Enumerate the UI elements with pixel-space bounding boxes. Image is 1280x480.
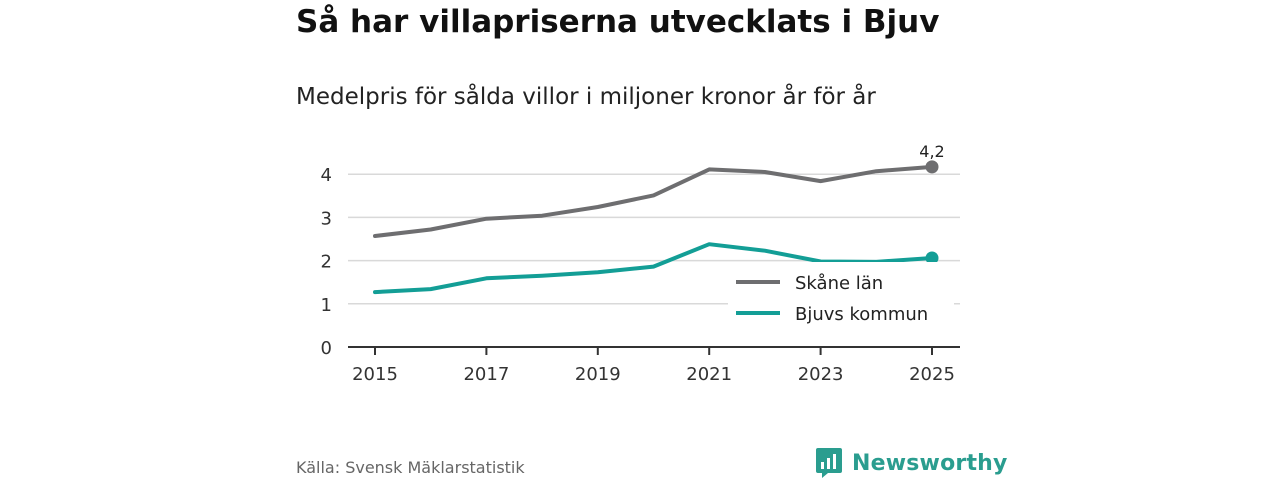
x-tick-label-2025: 2025 — [909, 364, 955, 385]
y-tick-label-3: 3 — [321, 208, 332, 229]
y-tick-label-1: 1 — [321, 295, 332, 316]
brand-name: Newsworthy — [852, 450, 1008, 476]
y-tick-label-0: 0 — [321, 338, 332, 359]
legend-label-bjuv: Bjuvs kommun — [795, 304, 928, 325]
chart-title: Så har villapriserna utvecklats i Bjuv — [296, 4, 940, 40]
legend-label-skane: Skåne län — [795, 273, 883, 294]
end-label-skane: 4,2 — [919, 142, 944, 161]
y-tick-label-4: 4 — [321, 165, 332, 186]
series-line-bjuv — [373, 242, 934, 295]
legend-background — [728, 262, 954, 332]
x-tick-label-2017: 2017 — [463, 364, 509, 385]
y-tick-label-2: 2 — [321, 252, 332, 273]
x-tick-label-2015: 2015 — [352, 364, 398, 385]
x-tick-label-2019: 2019 — [575, 364, 621, 385]
end-marker-skane — [925, 160, 939, 174]
end-marker-bjuv — [925, 251, 939, 265]
chart-subtitle: Medelpris för sålda villor i miljoner kr… — [296, 84, 876, 110]
newsworthy-logo-icon — [816, 448, 842, 478]
x-tick-label-2021: 2021 — [686, 364, 732, 385]
brand-logo[interactable]: Newsworthy — [815, 447, 1008, 479]
series-line-skane — [373, 164, 934, 238]
source-note: Källa: Svensk Mäklarstatistik — [296, 458, 525, 477]
x-tick-label-2023: 2023 — [798, 364, 844, 385]
